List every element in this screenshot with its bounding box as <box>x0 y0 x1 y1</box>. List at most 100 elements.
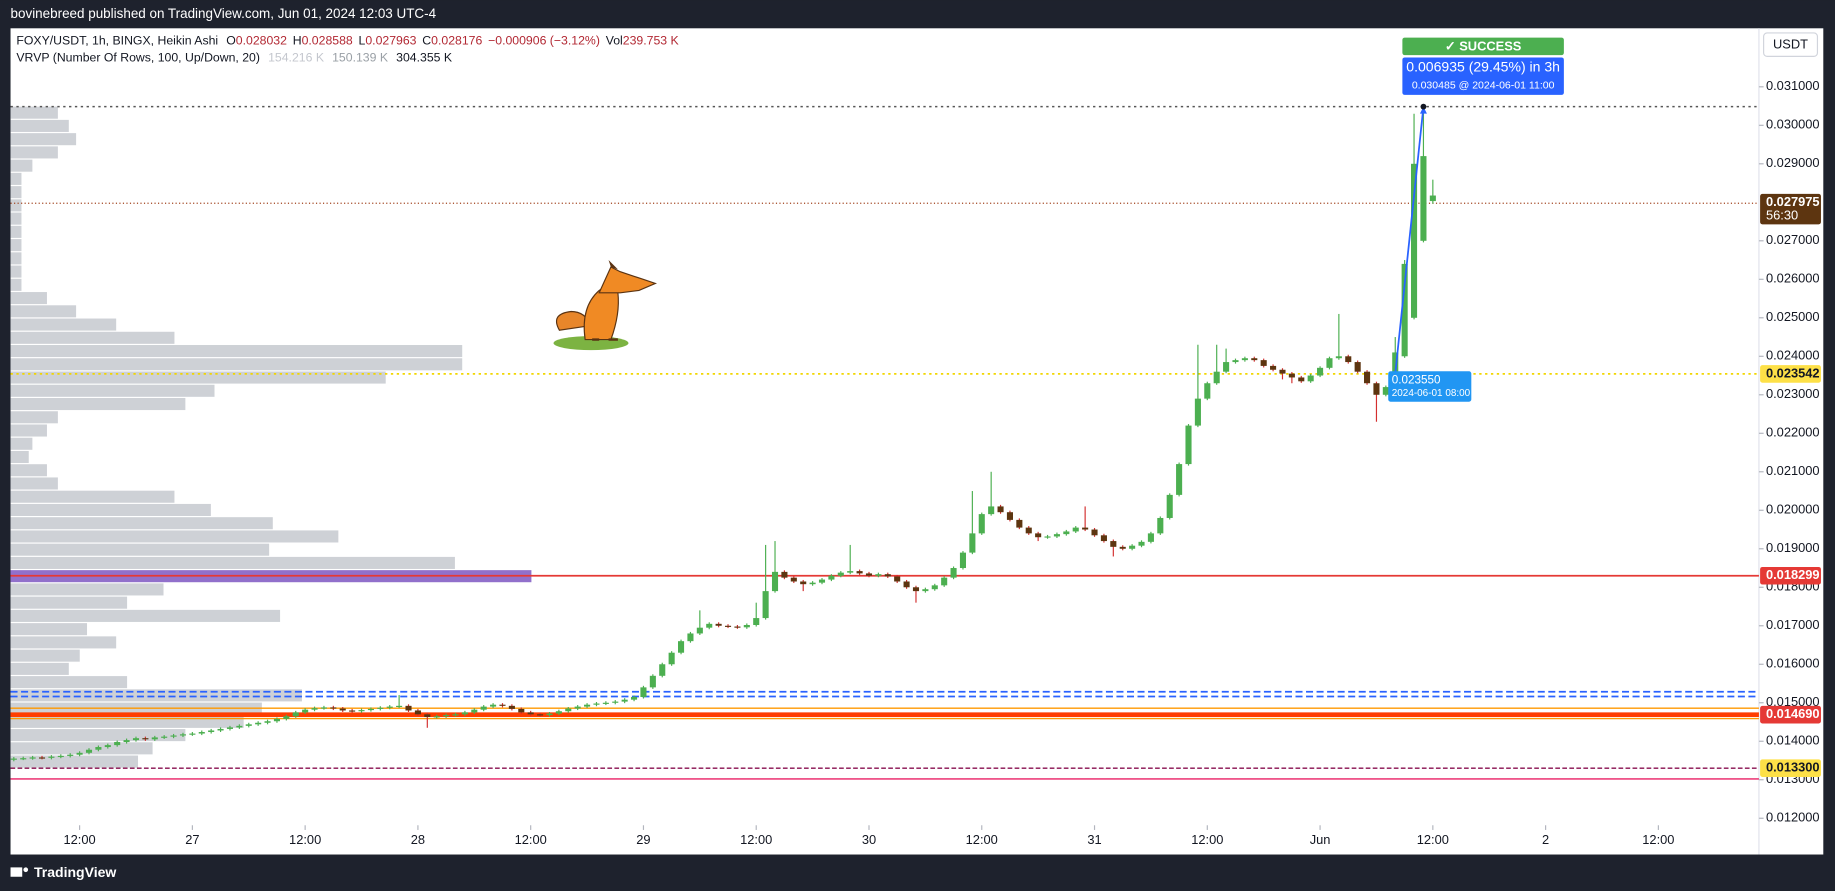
volume-row <box>10 305 77 318</box>
summary-box <box>1402 57 1564 95</box>
x-tick-label: 12:00 <box>966 832 998 847</box>
price-tag-label: 0.018299 <box>1766 567 1820 582</box>
candle-body <box>1223 362 1230 372</box>
candle-body <box>1082 527 1089 530</box>
indicator-line: VRVP (Number Of Rows, 100, Up/Down, 20) … <box>16 51 453 65</box>
candle-body <box>508 705 515 709</box>
ohlc-value: 0.028032 <box>236 34 287 48</box>
candle-body <box>302 709 309 713</box>
x-tick-label: 31 <box>1087 832 1101 847</box>
x-tick-label: 29 <box>636 832 650 847</box>
candle-body <box>57 755 64 758</box>
volume-row <box>10 729 186 742</box>
x-tick-label: 12:00 <box>1191 832 1223 847</box>
candle-body <box>1298 377 1305 382</box>
candle-body <box>950 568 957 578</box>
candle-body <box>1091 529 1098 536</box>
volume-row <box>10 318 117 331</box>
start-time: 2024-06-01 08:00 <box>1392 388 1471 399</box>
candle-body <box>1185 425 1192 465</box>
candle-body <box>490 704 497 707</box>
candle-body <box>386 706 393 708</box>
fox-sticker <box>553 260 658 351</box>
volume-row <box>10 411 58 424</box>
y-tick-label: 0.020000 <box>1766 502 1820 517</box>
candle-body <box>424 714 431 718</box>
candle-body <box>480 706 487 710</box>
candle-body <box>170 735 177 737</box>
volume-row <box>10 239 22 252</box>
volume-row <box>10 278 22 291</box>
candle-body <box>198 732 205 734</box>
candle-body <box>1100 535 1107 542</box>
volume-row <box>10 742 153 755</box>
price-tag <box>1760 193 1821 225</box>
volume-row <box>10 358 463 371</box>
candle-body <box>396 705 403 708</box>
candle-body <box>179 734 187 736</box>
measure-end <box>1420 103 1427 110</box>
volume-row <box>10 450 29 464</box>
candle-body <box>358 710 365 712</box>
candle-body <box>1411 163 1418 318</box>
volume-row <box>10 199 22 212</box>
candle-body <box>837 572 844 576</box>
candle-body <box>649 675 656 688</box>
candle-body <box>828 575 835 580</box>
candle-body <box>518 708 525 713</box>
end-label: 0.030485 @ 2024-06-01 11:00 <box>1412 79 1555 91</box>
volume-row <box>10 596 128 609</box>
candle-body <box>330 707 337 709</box>
candle-body <box>1354 362 1361 372</box>
volume-row <box>10 225 22 238</box>
volume-row <box>10 477 58 490</box>
candle-body <box>67 754 74 756</box>
candle-body <box>734 626 741 628</box>
volume-row <box>10 331 175 344</box>
logo-dot <box>23 867 29 873</box>
candle-body <box>555 711 562 714</box>
currency-box[interactable] <box>1763 32 1819 57</box>
candle-body <box>800 581 807 585</box>
price-tag <box>1760 566 1821 585</box>
candle-body <box>1147 533 1154 542</box>
symbol: FOXY/USDT, 1h, BINGX, Heikin Ashi <box>16 34 218 48</box>
candle-body <box>85 749 93 753</box>
candle-body <box>189 733 196 735</box>
candle-body <box>659 664 666 676</box>
volume-row <box>10 186 22 199</box>
candle-body <box>414 710 421 715</box>
tv-logo <box>10 867 29 877</box>
candle-body <box>847 571 854 573</box>
candle-body <box>132 738 140 741</box>
y-tick-label: 0.031000 <box>1766 78 1820 93</box>
candle-body <box>959 552 967 569</box>
x-tick-label: 12:00 <box>1417 832 1449 847</box>
volume-row <box>10 503 211 517</box>
x-tick-label: 28 <box>411 832 425 847</box>
candle-body <box>1270 365 1277 370</box>
candle-body <box>1194 398 1201 426</box>
candle-body <box>1025 527 1032 534</box>
measure-line <box>1394 106 1425 374</box>
candle-body <box>461 712 468 715</box>
volume: 239.753 K <box>623 34 680 48</box>
indicator: VRVP (Number Of Rows, 100, Up/Down, 20) <box>16 51 260 65</box>
candle-body <box>367 708 374 711</box>
currency[interactable]: USDT <box>1773 37 1808 52</box>
candle-body <box>217 728 224 731</box>
volume-row <box>10 755 139 768</box>
volume-row <box>10 397 186 411</box>
candle-body <box>631 696 638 700</box>
candle-body <box>809 582 816 585</box>
candle-body <box>565 708 572 712</box>
candle-body <box>292 712 299 717</box>
candle-body <box>771 571 779 592</box>
candle-body <box>546 713 553 716</box>
candle-body <box>1326 358 1333 368</box>
candle-body <box>593 703 600 705</box>
volume-row <box>10 649 80 662</box>
price-tag-label: 0.014690 <box>1766 706 1820 721</box>
candle-body <box>38 757 46 759</box>
measure-arrow <box>1419 106 1427 114</box>
